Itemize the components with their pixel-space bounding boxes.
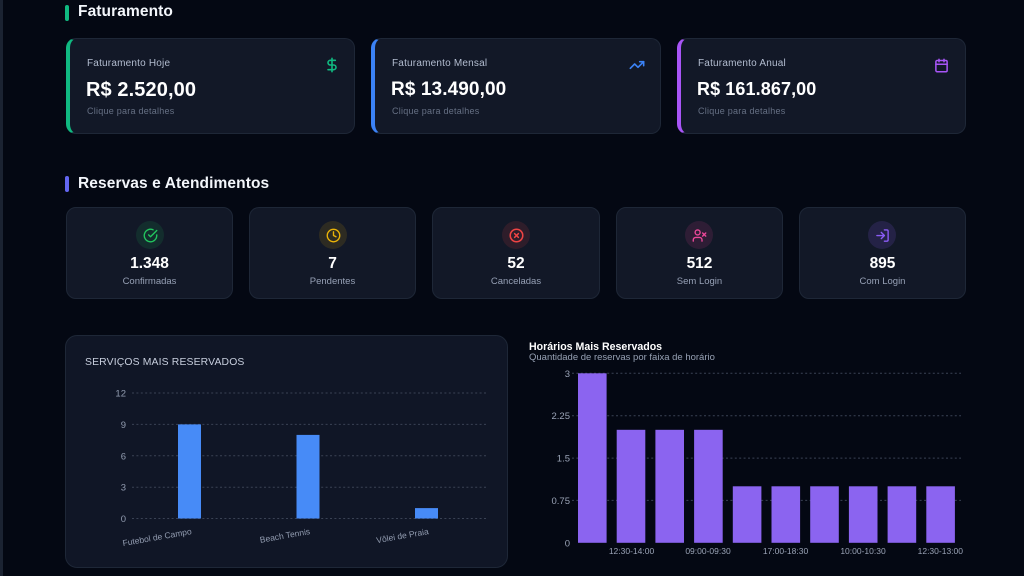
svg-text:12:30-14:00: 12:30-14:00 [609,546,655,556]
svg-text:3: 3 [565,369,570,380]
svg-text:10:00-10:30: 10:00-10:30 [840,546,886,556]
svg-text:09:00-09:30: 09:00-09:30 [685,546,731,556]
svg-text:12: 12 [115,389,126,400]
svg-text:Vôlei de Praia: Vôlei de Praia [375,526,429,545]
svg-text:3: 3 [121,483,126,494]
svg-text:1.5: 1.5 [557,454,570,465]
svg-text:9: 9 [121,420,126,431]
svg-text:Beach Tennis: Beach Tennis [259,526,311,545]
svg-text:2.25: 2.25 [552,411,571,422]
svg-text:12:30-13:00: 12:30-13:00 [918,546,964,556]
svg-text:Futebol de Campo: Futebol de Campo [122,526,193,548]
svg-text:17:00-18:30: 17:00-18:30 [763,546,809,556]
svg-text:0: 0 [121,514,126,525]
svg-text:0.75: 0.75 [552,496,571,507]
svg-text:6: 6 [121,451,126,462]
svg-text:0: 0 [565,538,570,549]
